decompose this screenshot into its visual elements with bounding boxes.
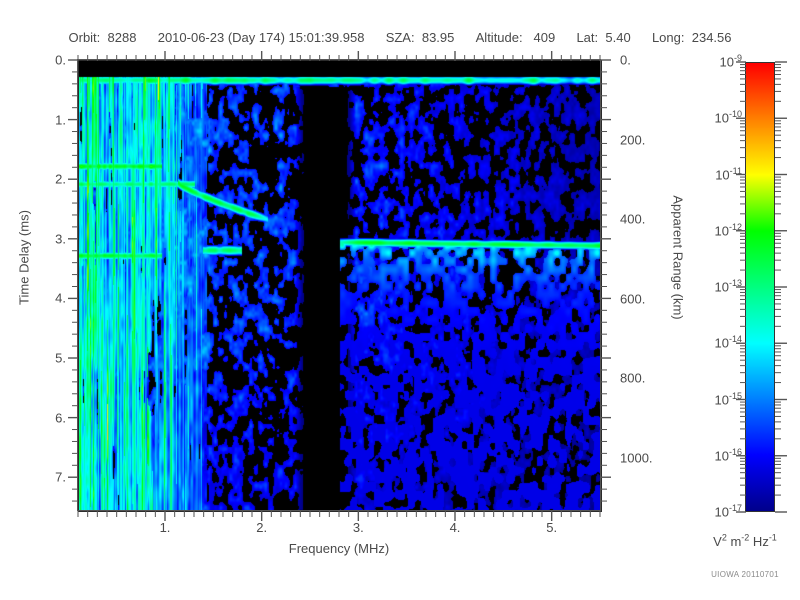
long-label: Long: — [651, 30, 685, 45]
y-axis-tick-label: 3. — [55, 231, 66, 247]
colorbar — [745, 62, 775, 512]
y-axis-title: Time Delay (ms) — [16, 210, 32, 305]
x-axis-top-ticks — [77, 51, 601, 61]
lat-value: 5.40 — [605, 30, 631, 45]
credit-text: UIOWA 20110701 — [711, 570, 779, 579]
y-axis-tick-label: 0. — [55, 52, 66, 68]
y-axis-right-tick-label: 800. — [620, 370, 646, 386]
y-axis-tick-label: 4. — [55, 290, 66, 306]
x-axis-tick-label: 3. — [352, 520, 364, 535]
radargram-plot-area — [78, 60, 602, 512]
y-axis-right-tick-label: 200. — [620, 132, 646, 147]
y-axis-tick-label: 5. — [55, 350, 66, 366]
observation-datetime: 2010-06-23 (Day 174) 15:01:39.958 — [157, 30, 365, 45]
colorbar-units-label: V2 m-2 Hz-1 — [713, 532, 777, 549]
sza-label: SZA: — [385, 30, 415, 45]
observation-header: Orbit: 8288 2010-06-23 (Day 174) 15:01:3… — [0, 30, 800, 48]
radargram-heatmap — [79, 61, 601, 511]
colorbar-tick-label: 10-17 — [714, 503, 742, 520]
colorbar-tick-label: 10-15 — [714, 390, 742, 407]
y-axis-left-ticks — [68, 59, 78, 502]
orbit-label: Orbit: — [68, 30, 101, 45]
x-axis-ticks — [77, 511, 601, 521]
colorbar-tick-label: 10-16 — [714, 446, 742, 464]
y-axis-tick-label: 6. — [55, 410, 66, 426]
colorbar-tick-label: 10-10 — [714, 109, 742, 126]
altitude-label: Altitude: — [475, 30, 523, 45]
colorbar-tick-label: 10-9 — [719, 53, 742, 70]
colorbar-tick-label: 10-11 — [715, 165, 742, 182]
sza-value: 83.95 — [421, 30, 455, 45]
y-axis-right-title: Apparent Range (km) — [670, 195, 686, 320]
altitude-value: 409 — [533, 30, 556, 45]
x-axis-title: Frequency (MHz) — [288, 541, 390, 556]
y-axis-tick-label: 1. — [55, 112, 66, 128]
x-axis-tick-label: 4. — [449, 520, 461, 535]
y-axis-right-tick-label: 1000. — [620, 450, 653, 466]
colorbar-tick-label: 10-13 — [714, 278, 742, 295]
y-axis-tick-label: 2. — [55, 171, 66, 187]
y-axis-right-tick-label: 0. — [620, 52, 631, 68]
long-value: 234.56 — [691, 30, 732, 45]
lat-label: Lat: — [576, 30, 599, 45]
y-axis-right-tick-label: 400. — [620, 211, 646, 227]
x-axis-tick-label: 2. — [256, 520, 268, 535]
y-axis-tick-label: 7. — [55, 469, 66, 485]
x-axis-tick-label: 5. — [546, 520, 558, 535]
y-axis-right-tick-label: 600. — [620, 291, 646, 307]
colorbar-tick-label: 10-14 — [714, 334, 742, 351]
colorbar-tick-label: 10-12 — [714, 221, 742, 239]
colorbar-right-ticks — [775, 61, 787, 513]
y-axis-right-ticks — [601, 59, 611, 502]
x-axis-tick-label: 1. — [159, 520, 171, 535]
orbit-value: 8288 — [107, 30, 137, 45]
